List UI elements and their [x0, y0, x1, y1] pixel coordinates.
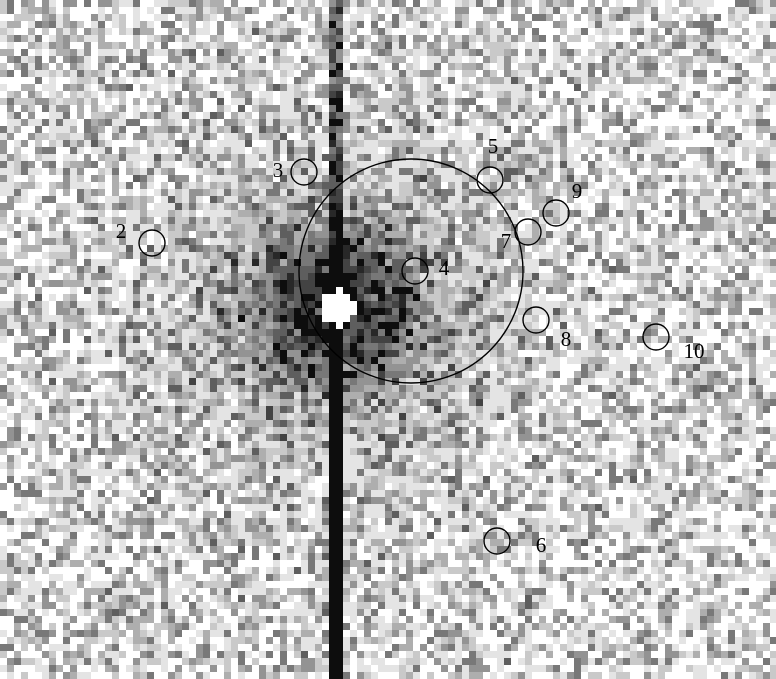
source-circle — [542, 199, 570, 227]
source-circle — [401, 257, 429, 285]
pixel-level — [14, 0, 756, 665]
source-label: 7 — [501, 229, 512, 253]
source-circle — [522, 306, 550, 334]
source-label: 8 — [561, 327, 572, 351]
source-label: 9 — [572, 179, 583, 203]
source-label: 6 — [536, 533, 547, 557]
source-label: 3 — [273, 158, 284, 182]
source-circle — [642, 323, 670, 351]
source-label: 4 — [439, 256, 450, 280]
pixel-level — [238, 21, 420, 679]
source-markers: 2 3 4 5 6 7 8 9 10 — [116, 134, 705, 557]
extraction-region — [298, 158, 524, 384]
source-label: 10 — [684, 339, 705, 363]
source-circle — [483, 527, 511, 555]
pixel-level — [322, 287, 357, 329]
source-circle — [290, 158, 318, 186]
source-label: 2 — [116, 219, 127, 243]
source-circle — [514, 218, 542, 246]
source-circle — [476, 166, 504, 194]
source-circle — [138, 229, 166, 257]
source-label: 5 — [488, 134, 499, 158]
